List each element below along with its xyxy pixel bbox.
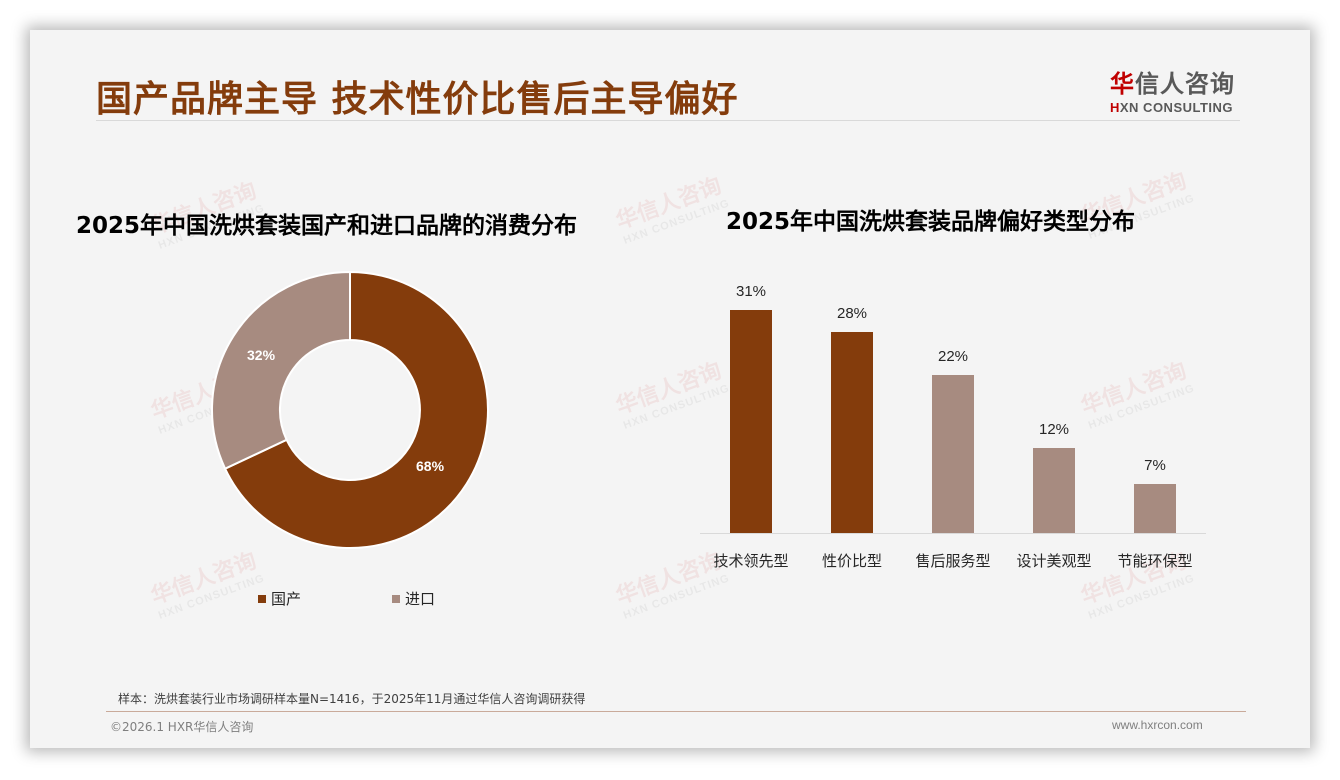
logo-en: HXN CONSULTING: [1110, 100, 1234, 115]
bar-after-sales: [932, 375, 974, 533]
company-logo: 华信人咨询 HXN CONSULTING: [1110, 64, 1242, 115]
bar-chart-title: 2025年中国洗烘套装品牌偏好类型分布: [726, 209, 1136, 235]
page-title: 国产品牌主导 技术性价比售后主导偏好: [96, 79, 739, 120]
donut-slice-domestic: [223, 271, 489, 549]
bar-category: 售后服务型: [915, 552, 991, 570]
bar-value: 28%: [836, 305, 868, 322]
bar-category: 技术领先型: [713, 552, 789, 570]
bar-design: [1033, 448, 1075, 533]
bar-category: 设计美观型: [1016, 552, 1092, 570]
legend-item-import: 进口: [392, 588, 435, 609]
bar-value: 22%: [937, 348, 969, 365]
legend-swatch: [392, 594, 400, 603]
bar-value: 12%: [1038, 421, 1070, 438]
donut-chart-title: 2025年中国洗烘套装国产和进口品牌的消费分布: [76, 213, 578, 239]
donut-chart: [211, 271, 489, 549]
legend-label: 进口: [405, 590, 436, 608]
footer-divider: [106, 711, 1246, 712]
bar-value-for-money: [831, 332, 873, 533]
bar-tech-leading: [730, 310, 772, 533]
bar-energy-saving: [1134, 484, 1176, 533]
donut-label-import: 32%: [247, 347, 276, 363]
logo-cn: 华信人咨询: [1110, 70, 1235, 98]
donut-label-domestic: 68%: [416, 458, 445, 474]
legend-swatch: [258, 594, 266, 603]
bar-value: 7%: [1144, 457, 1166, 474]
bar-category: 节能环保型: [1117, 552, 1193, 570]
website-link[interactable]: www.hxrcon.com: [1112, 718, 1203, 732]
copyright: ©2026.1 HXR华信人咨询: [110, 720, 254, 734]
slide: 华信人咨询 HXN CONSULTING 华信人咨询 HXN CONSULTING …: [30, 30, 1310, 748]
bar-category: 性价比型: [821, 552, 882, 570]
sample-note: 样本：洗烘套装行业市场调研样本量N=1416，于2025年11月通过华信人咨询调…: [118, 692, 586, 706]
legend-label: 国产: [271, 590, 302, 608]
bar-chart: 31% 技术领先型 28% 性价比型 22% 售后服务型 12% 设计美观型 7…: [700, 280, 1206, 580]
legend-item-domestic: 国产: [258, 588, 301, 609]
bar-value: 31%: [735, 283, 767, 300]
x-axis-line: [700, 533, 1206, 534]
title-divider: [96, 120, 1240, 121]
donut-slice-import: [211, 271, 351, 471]
